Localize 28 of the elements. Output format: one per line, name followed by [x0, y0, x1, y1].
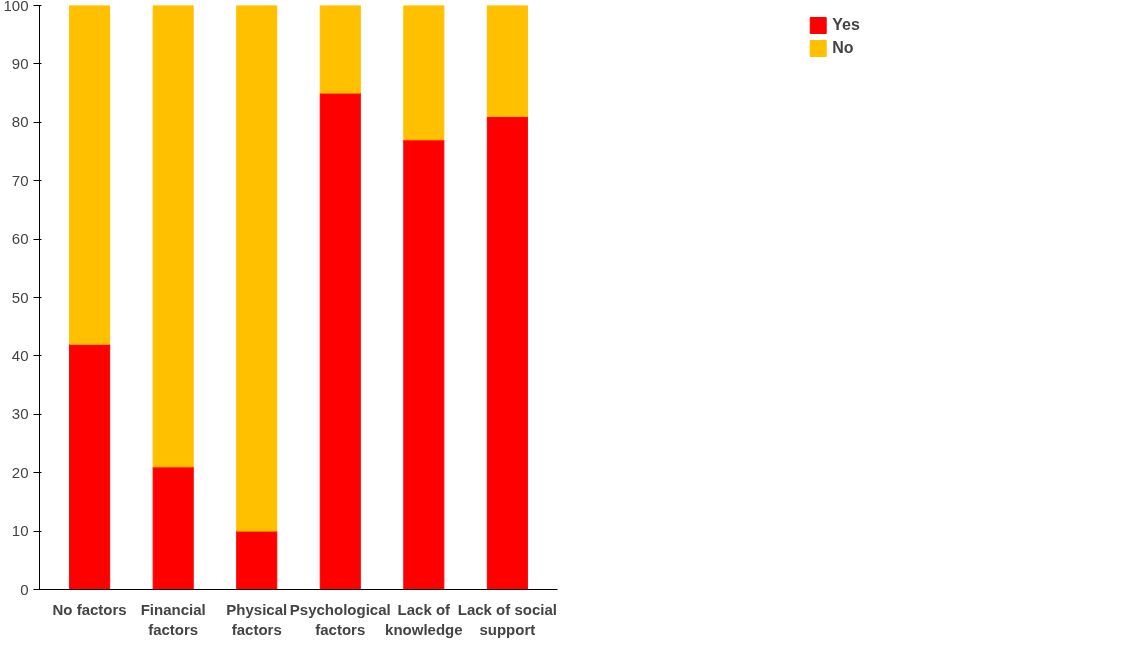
y-tick-label: 70 — [11, 171, 29, 189]
legend-label: Yes — [832, 16, 860, 34]
bar — [152, 466, 194, 590]
bar — [69, 5, 111, 345]
x-tick-label: Physical factors — [226, 600, 288, 638]
bar — [319, 92, 361, 590]
bar — [152, 5, 194, 468]
x-tick-label: Financial factors — [140, 600, 206, 638]
x-tick-label: No factors — [52, 600, 127, 618]
y-tick-label: 20 — [11, 463, 29, 481]
y-tick-label: 60 — [11, 230, 29, 248]
bar — [403, 139, 445, 590]
y-tick-label: 50 — [11, 288, 29, 306]
bar — [69, 343, 111, 590]
y-tick-label: 80 — [11, 113, 29, 131]
bar — [236, 5, 278, 532]
y-tick-label: 90 — [11, 54, 29, 72]
y-tick-label: 10 — [11, 522, 29, 540]
y-tick-label: 40 — [11, 346, 29, 364]
bar — [486, 5, 528, 117]
y-tick-label: 100 — [3, 0, 29, 14]
y-tick-label: 0 — [20, 580, 29, 598]
bar — [319, 5, 361, 94]
bar — [403, 5, 445, 141]
bar — [486, 115, 528, 590]
bar — [236, 530, 278, 590]
y-tick-label: 30 — [11, 405, 29, 423]
legend-label: No — [832, 39, 854, 57]
